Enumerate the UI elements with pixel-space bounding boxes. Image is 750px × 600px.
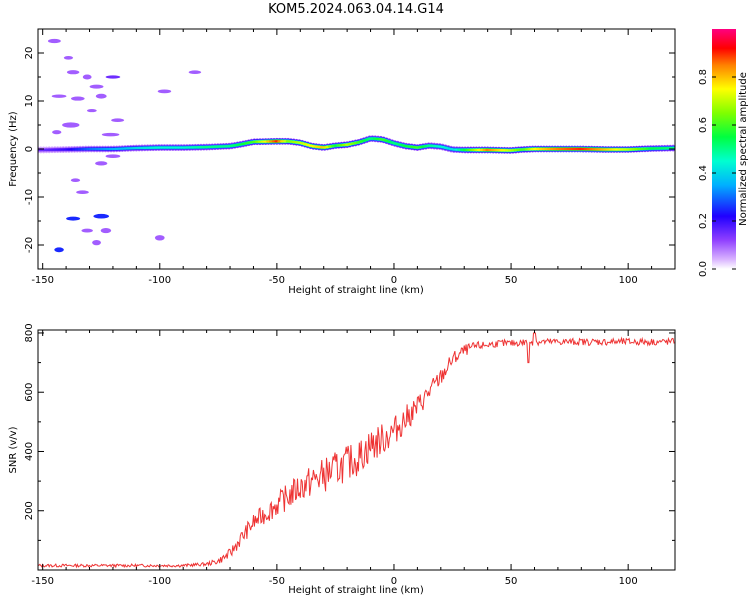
colorbar-ticks: 0.0 0.2 0.4 0.6 0.8: [698, 69, 736, 277]
colorbar-tick-label: 0.6: [698, 117, 709, 133]
heatmap-x-tick-label: -150: [31, 275, 54, 286]
heatmap-patch: [47, 38, 61, 44]
heatmap-y-tick-label: 0: [24, 146, 35, 152]
snr-y-tick-label: 400: [24, 442, 35, 461]
heatmap-patch: [89, 84, 104, 89]
heatmap-patch: [76, 190, 89, 194]
heatmap-x-tick-label: -100: [148, 275, 171, 286]
heatmap-patch: [62, 122, 80, 128]
heatmap-patch: [105, 75, 121, 79]
heatmap-patch: [54, 247, 64, 253]
heatmap-patch: [63, 56, 74, 60]
heatmap-patch: [70, 178, 81, 182]
heatmap-patch: [95, 93, 107, 99]
heatmap-x-tick-label: 0: [391, 275, 397, 286]
heatmap-patch: [157, 89, 172, 94]
heatmap-x-tick-label: -50: [269, 275, 285, 286]
snr-x-tick-label: 0: [391, 576, 397, 587]
snr-series-line: [38, 332, 675, 569]
snr-x-axis-label: Height of straight line (km): [288, 585, 424, 596]
heatmap-y-axis-label: Frequency (Hz): [8, 111, 19, 187]
heatmap-patch: [105, 154, 121, 159]
snr-y-tick-label: 200: [24, 501, 35, 520]
colorbar-tick-label: 0.8: [698, 69, 709, 85]
heatmap-patch: [86, 109, 97, 113]
heatmap-patch: [81, 228, 93, 233]
colorbar-label: Normalized spectral amplitude: [738, 72, 749, 226]
heatmap-plot-area: [38, 38, 675, 253]
heatmap-x-tick-label: 100: [619, 275, 638, 286]
heatmap-patch: [93, 213, 110, 219]
heatmap-patch: [111, 118, 125, 122]
chart-title: KOM5.2024.063.04.14.G14: [268, 2, 444, 17]
colorbar: [712, 29, 736, 269]
heatmap-patch: [51, 94, 67, 98]
heatmap-patch: [66, 216, 81, 221]
snr-axes: -150 -100 -50 0 50 100 200 400 600 800: [24, 323, 676, 587]
colorbar-tick-label: 0.4: [698, 165, 709, 181]
snr-x-tick-label: -150: [31, 576, 54, 587]
heatmap-y-tick-label: 20: [24, 47, 35, 60]
heatmap-patch: [95, 161, 108, 166]
heatmap-patch: [82, 74, 92, 80]
heatmap-patch: [66, 70, 80, 75]
heatmap-patch: [71, 96, 85, 101]
snr-plot-area: [38, 332, 675, 569]
heatmap-patch: [154, 235, 165, 241]
snr-frame: [37, 329, 676, 571]
heatmap-x-axis-label: Height of straight line (km): [288, 285, 424, 296]
snr-y-tick-label: 600: [24, 383, 35, 402]
heatmap-patch: [188, 70, 202, 74]
snr-y-tick-label: 800: [24, 323, 35, 342]
colorbar-tick-label: 0.2: [698, 213, 709, 229]
snr-y-axis-label: SNR (v/v): [8, 426, 19, 473]
snr-x-tick-label: -50: [269, 576, 285, 587]
heatmap-patch: [101, 132, 120, 137]
heatmap-patch: [52, 130, 62, 135]
heatmap-y-tick-label: -10: [24, 189, 35, 205]
heatmap-x-tick-label: 50: [505, 275, 518, 286]
colorbar-tick-label: 0.0: [698, 261, 709, 277]
heatmap-y-tick-label: -20: [24, 237, 35, 253]
heatmap-patch: [92, 239, 101, 246]
snr-x-tick-label: 100: [619, 576, 638, 587]
snr-x-tick-label: 50: [505, 576, 518, 587]
heatmap-y-tick-label: 10: [24, 95, 35, 108]
snr-x-tick-label: -100: [148, 576, 171, 587]
heatmap-patch: [100, 228, 112, 234]
